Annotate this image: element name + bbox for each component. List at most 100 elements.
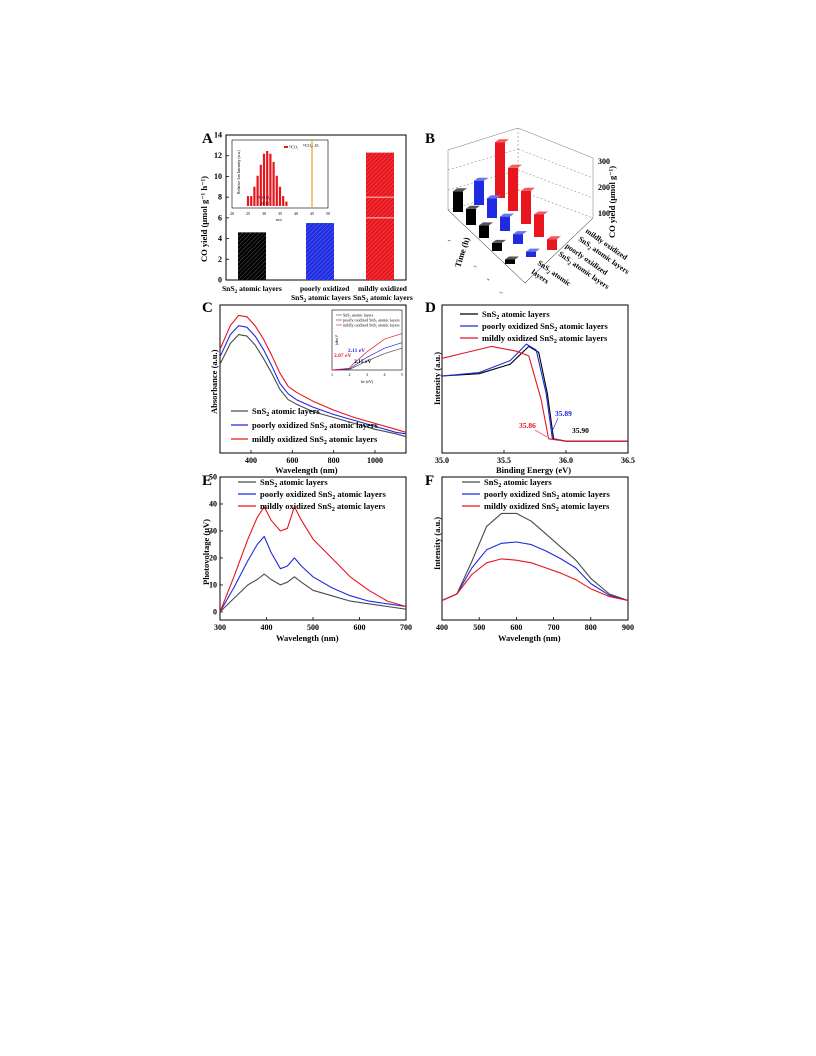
panel-a-inset-xtick-45: 45 bbox=[310, 211, 314, 216]
panel-b-bar-s2-t2 bbox=[487, 198, 497, 218]
panel-c-legend-3: mildly oxidized SnS2 atomic layers bbox=[252, 434, 378, 446]
panel-a-xtick-2-line1: poorly oxidized bbox=[300, 284, 350, 293]
panel-a-ytick-14: 14 bbox=[214, 131, 222, 140]
panel-c-xtick-400: 400 bbox=[245, 456, 257, 465]
panel-f-xtick-500: 500 bbox=[473, 623, 485, 632]
panel-a-xtick-2-line2: SnS2 atomic layers bbox=[291, 293, 351, 304]
panel-a-inset-bar-37 bbox=[285, 201, 288, 206]
panel-c-inset-xlabel: hν (eV) bbox=[361, 379, 374, 384]
panel-a-ytick-12: 12 bbox=[214, 151, 222, 160]
panel-c-inset-xtick-3: 3 bbox=[366, 372, 368, 377]
panel-f-xlabel: Wavelength (nm) bbox=[498, 633, 561, 643]
panel-e-ytick-40: 40 bbox=[209, 499, 217, 508]
panel-a-xtick-1: SnS2 atomic layers bbox=[222, 284, 282, 295]
panel-d: D 35.0 35.5 36.0 36.5 Binding Energy (eV) I… bbox=[425, 300, 635, 475]
panel-a-inset-bar-31 bbox=[266, 151, 269, 206]
panel-c-ylabel: Absorbance (a.u.) bbox=[209, 349, 219, 414]
panel-c-legend: SnS2 atomic layers poorly oxidized SnS2 … bbox=[231, 406, 378, 446]
panel-b-bars bbox=[453, 139, 561, 264]
panel-b-bar-top-s1-t3 bbox=[479, 222, 493, 226]
panel-b-bar-top-s1-t4 bbox=[492, 239, 506, 243]
panel-b-bar-s2-t5 bbox=[526, 251, 536, 257]
panel-e-line-2 bbox=[219, 535, 407, 613]
panel-b-ztick-300: 300 bbox=[598, 157, 610, 166]
panel-e-line-3 bbox=[219, 506, 407, 613]
panel-c-xtick-600: 600 bbox=[286, 456, 298, 465]
panel-a-ytick-6: 6 bbox=[218, 213, 222, 222]
panel-d-xticks: 35.0 35.5 36.0 36.5 bbox=[435, 450, 635, 465]
panel-e-ytick-0: 0 bbox=[213, 607, 217, 616]
panel-b-letter: B bbox=[425, 131, 435, 147]
panel-b-bar-top-s1-t2 bbox=[466, 205, 480, 209]
panel-f-line-1 bbox=[441, 512, 629, 602]
panel-e-ytick-30: 30 bbox=[209, 526, 217, 535]
panel-e-ytick-20: 20 bbox=[209, 553, 217, 562]
panel-c: C 400 600 800 1000 Wavelength (nm) Absorban… bbox=[202, 300, 407, 475]
panel-c-inset-ylabel: (αhν)² bbox=[334, 334, 339, 345]
panel-e-legend-2: poorly oxidized SnS2 atomic layers bbox=[260, 489, 386, 501]
panel-c-inset-xtick-1: 1 bbox=[331, 372, 333, 377]
panel-b-bar-s3-t2 bbox=[508, 167, 518, 211]
panel-a-bar-1 bbox=[238, 232, 266, 280]
panel-a-yticks: 0 2 4 6 8 10 12 14 bbox=[214, 131, 229, 285]
panel-f-legend: SnS2 atomic layers poorly oxidized SnS2 … bbox=[462, 477, 610, 513]
panel-a-inset-bar-32 bbox=[269, 153, 272, 206]
panel-b-bar-top-s3-t3 bbox=[521, 187, 535, 191]
panel-c-xlabel: Wavelength (nm) bbox=[275, 465, 338, 475]
panel-b-bar-top-s2-t2 bbox=[487, 195, 501, 199]
panel-d-frame bbox=[441, 304, 629, 454]
panel-d-lines bbox=[441, 343, 628, 442]
panel-e-xtick-300: 300 bbox=[214, 623, 226, 632]
panel-a-inset-annotation-2: 29 32 bbox=[260, 201, 269, 206]
panel-b-bar-top-s2-t3 bbox=[500, 213, 514, 217]
panel-b-bar-top-s2-t4 bbox=[513, 231, 527, 235]
panel-c-inset-frame bbox=[331, 309, 403, 371]
panel-b-box bbox=[447, 127, 594, 284]
panel-a-inset: ¹³CO₂: 45 ¹³CO₂ ¹³CO O₂ 29 32 20 25 30 35 40… bbox=[230, 139, 330, 222]
panel-a-inset-xtick-35: 35 bbox=[278, 211, 282, 216]
panel-d-ann-3589-pointer bbox=[550, 417, 559, 435]
panel-b-bar-top-s2-t5 bbox=[526, 248, 540, 252]
panel-b-ztick-200: 200 bbox=[598, 183, 610, 192]
panel-e-xticks: 300 400 500 600 700 bbox=[214, 617, 412, 632]
panel-a-inset-bar-36 bbox=[282, 196, 285, 206]
panel-b: B 300 200 100 CO yield (μmol g⁻¹) Time (… bbox=[425, 127, 631, 294]
panel-c-inset-xtick-4: 4 bbox=[384, 372, 386, 377]
panel-a-ytick-2: 2 bbox=[218, 255, 222, 264]
panel-c-inset-ann-207: 2.07 eV bbox=[334, 353, 351, 359]
panel-c-xtick-1000: 1000 bbox=[367, 456, 383, 465]
panel-b-bar-s2-t4 bbox=[513, 234, 523, 244]
panel-e-xtick-500: 500 bbox=[307, 623, 319, 632]
panel-e-ylabel: Photovoltage (μV) bbox=[201, 519, 211, 585]
panel-c-inset-ann-211: 2.11 eV bbox=[348, 348, 365, 354]
panel-b-bar-top-s3-t4 bbox=[534, 211, 548, 215]
panel-e-legend-3: mildly oxidized SnS2 atomic layers bbox=[260, 501, 386, 513]
panel-d-xtick-35.5: 35.5 bbox=[497, 456, 511, 465]
panel-c-inset-legend-3: mildly oxidized SnS₂ atomic layers bbox=[343, 323, 400, 328]
panel-a-inset-bar-34 bbox=[275, 175, 278, 206]
panel-e-ytick-50: 50 bbox=[209, 473, 217, 482]
panel-d-ann-3589: 35.89 bbox=[555, 409, 572, 418]
panel-a-xtick-3-line1: mildly oxidized bbox=[358, 284, 408, 293]
panel-d-ann-3590: 35.90 bbox=[572, 426, 589, 435]
panel-d-xlabel: Binding Energy (eV) bbox=[496, 465, 571, 475]
panel-b-zlabel: CO yield (μmol g⁻¹) bbox=[607, 166, 617, 238]
panel-a-ytick-0: 0 bbox=[218, 276, 222, 285]
panel-b-ylabel: Time (h) bbox=[452, 236, 471, 269]
panel-c-frame bbox=[219, 304, 407, 454]
panel-a-bars bbox=[238, 152, 394, 280]
panel-c-inset: SnS₂ atomic layers poorly oxidized SnS₂ … bbox=[331, 309, 403, 384]
panel-b-bar-top-s1-t1 bbox=[453, 188, 467, 192]
panel-c-inset-line-2 bbox=[331, 342, 403, 371]
panel-c-line-1 bbox=[219, 334, 407, 438]
panel-b-time-tick-3: 3 bbox=[472, 265, 477, 268]
panel-a-inset-bar-28 bbox=[256, 175, 259, 206]
panel-d-legend-2: poorly oxidized SnS2 atomic layers bbox=[482, 321, 608, 333]
panel-b-bar-s3-t5 bbox=[547, 239, 557, 250]
panel-a-inset-xtick-25: 25 bbox=[246, 211, 250, 216]
panel-b-bar-top-s2-t1 bbox=[474, 177, 488, 181]
panel-d-legend: SnS2 atomic layers poorly oxidized SnS2 … bbox=[460, 309, 608, 345]
panel-f-legend-3: mildly oxidized SnS2 atomic layers bbox=[484, 501, 610, 513]
panel-e-xlabel: Wavelength (nm) bbox=[276, 633, 339, 643]
panel-a-letter: A bbox=[202, 131, 213, 147]
